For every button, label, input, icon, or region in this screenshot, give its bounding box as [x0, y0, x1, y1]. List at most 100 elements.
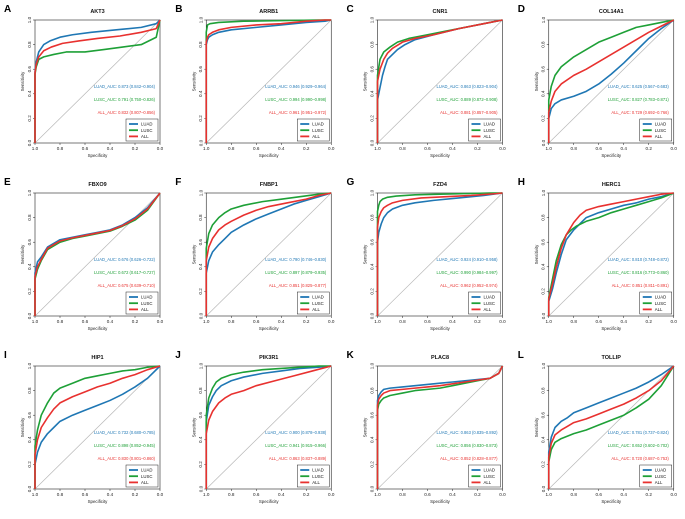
x-axis-label: Specificity	[88, 499, 109, 504]
legend-label: LUAD	[141, 295, 152, 300]
auc-annotation: LUAD_AUC: 0.863 (0.823–0.904)	[437, 84, 499, 89]
auc-annotation: ALL_AUC: 0.830 (0.801–0.860)	[98, 456, 156, 461]
x-axis-label: Specificity	[430, 499, 451, 504]
panel-title: PIK3R1	[259, 355, 278, 361]
y-tick-label: 0.6	[541, 239, 546, 246]
x-tick-label: 0.4	[107, 492, 114, 497]
x-tick-label: 1.0	[374, 146, 381, 151]
auc-annotation: LUAD_AUC: 0.790 (0.746–0.830)	[265, 257, 327, 262]
x-tick-label: 0.0	[157, 319, 164, 324]
x-axis-label: Specificity	[601, 499, 622, 504]
plot-frame	[34, 365, 161, 490]
x-tick-label: 0.2	[132, 492, 139, 497]
roc-line-all	[205, 192, 332, 316]
x-tick-label: 0.8	[228, 319, 235, 324]
roc-panel-h: H HERC1 1.0 0.8 0.6 0.4 0.2 0.0 0.0 0.2 0.4 0.6 0.8 1…	[518, 177, 678, 331]
y-tick-label: 1.0	[198, 189, 203, 196]
legend-label: LUAD	[655, 122, 666, 127]
panel-letter: J	[175, 350, 181, 361]
x-axis-label: Specificity	[430, 153, 451, 158]
legend-label: ALL	[655, 480, 663, 485]
x-tick-label: 1.0	[546, 492, 553, 497]
y-tick-label: 0.0	[27, 485, 32, 492]
legend-label: ALL	[141, 134, 149, 139]
x-tick-label: 0.6	[424, 146, 431, 151]
x-axis-label: Specificity	[259, 499, 280, 504]
y-axis-label: Sensitivity	[363, 71, 368, 92]
x-tick-label: 0.8	[571, 319, 578, 324]
legend-label: ALL	[484, 307, 492, 312]
reference-diagonal	[377, 19, 503, 144]
roc-line-luad	[34, 365, 161, 489]
auc-annotation: ALL_AUC: 0.729 (0.692–0.766)	[611, 110, 669, 115]
auc-annotation: LUAD_AUC: 0.676 (0.626–0.722)	[94, 257, 156, 262]
x-tick-label: 0.6	[596, 319, 603, 324]
x-tick-label: 0.6	[596, 492, 603, 497]
x-tick-label: 0.0	[328, 146, 335, 151]
y-tick-label: 0.0	[370, 485, 375, 492]
y-tick-label: 0.0	[370, 139, 375, 146]
y-tick-label: 1.0	[198, 16, 203, 23]
y-tick-label: 0.8	[198, 387, 203, 394]
roc-panel-g: G FZD4 1.0 0.8 0.6 0.4 0.2 0.0 0.0 0.2 0.4 0.6 0.8 1.…	[347, 177, 507, 331]
roc-panel-a: A AKT3 1.0 0.8 0.6 0.4 0.2 0.0 0.0 0.2 0.4 0.6 0.8 1.…	[4, 4, 164, 158]
y-tick-label: 0.0	[370, 312, 375, 319]
roc-panel-j: J PIK3R1 1.0 0.8 0.6 0.4 0.2 0.0 0.0 0.2 0.4 0.6 0.8…	[175, 350, 335, 504]
y-tick-label: 0.6	[27, 239, 32, 246]
x-axis-label: Specificity	[88, 153, 109, 158]
x-tick-label: 0.0	[499, 492, 506, 497]
auc-annotation: LUSC_AUC: 0.652 (0.602–0.702)	[608, 443, 670, 448]
y-tick-label: 1.0	[541, 362, 546, 369]
y-tick-label: 1.0	[541, 189, 546, 196]
y-tick-label: 1.0	[27, 189, 32, 196]
auc-annotation: ALL_AUC: 0.852 (0.828–0.877)	[440, 456, 498, 461]
roc-line-luad	[547, 19, 675, 143]
auc-annotation: LUAD_AUC: 0.625 (0.567–0.683)	[608, 84, 670, 89]
roc-line-lusc	[376, 192, 503, 316]
x-tick-label: 0.4	[278, 319, 285, 324]
y-tick-label: 0.4	[27, 436, 32, 443]
legend-label: LUAD	[655, 468, 666, 473]
auc-annotation: LUAD_AUC: 0.810 (0.748–0.872)	[608, 257, 670, 262]
panel-letter: F	[175, 177, 181, 188]
y-tick-label: 0.6	[198, 66, 203, 73]
legend-label: LUSC	[312, 128, 323, 133]
roc-line-luad	[205, 365, 332, 489]
y-tick-label: 0.0	[198, 485, 203, 492]
panel-letter: K	[347, 350, 355, 361]
x-tick-label: 0.2	[474, 146, 481, 151]
legend-label: ALL	[312, 480, 320, 485]
y-tick-label: 0.2	[370, 115, 375, 122]
legend-label: LUAD	[484, 295, 495, 300]
legend-label: ALL	[141, 307, 149, 312]
x-tick-label: 1.0	[32, 319, 39, 324]
x-tick-label: 1.0	[374, 319, 381, 324]
reference-diagonal	[206, 192, 332, 317]
auc-annotation: ALL_AUC: 0.851 (0.811–0.891)	[612, 283, 670, 288]
auc-annotation: ALL_AUC: 0.881 (0.857–0.905)	[440, 110, 498, 115]
legend-label: LUSC	[655, 128, 666, 133]
legend-label: LUSC	[312, 474, 323, 479]
x-tick-label: 0.8	[57, 319, 64, 324]
y-tick-label: 0.2	[370, 288, 375, 295]
y-tick-label: 0.0	[541, 139, 546, 146]
y-tick-label: 1.0	[27, 362, 32, 369]
y-tick-label: 0.8	[27, 387, 32, 394]
y-tick-label: 0.8	[27, 214, 32, 221]
x-tick-label: 0.2	[474, 319, 481, 324]
x-tick-label: 0.0	[157, 146, 164, 151]
y-tick-label: 1.0	[370, 16, 375, 23]
auc-annotation: ALL_AUC: 0.675 (0.639–0.710)	[98, 283, 156, 288]
x-tick-label: 1.0	[32, 146, 39, 151]
x-tick-label: 0.4	[107, 146, 114, 151]
x-tick-label: 0.6	[82, 146, 89, 151]
y-tick-label: 0.6	[370, 239, 375, 246]
auc-annotation: LUAD_AUC: 0.900 (0.878–0.938)	[265, 430, 327, 435]
legend-label: LUAD	[312, 122, 323, 127]
y-tick-label: 0.2	[27, 115, 32, 122]
x-tick-label: 0.4	[449, 146, 456, 151]
x-tick-label: 0.6	[82, 492, 89, 497]
